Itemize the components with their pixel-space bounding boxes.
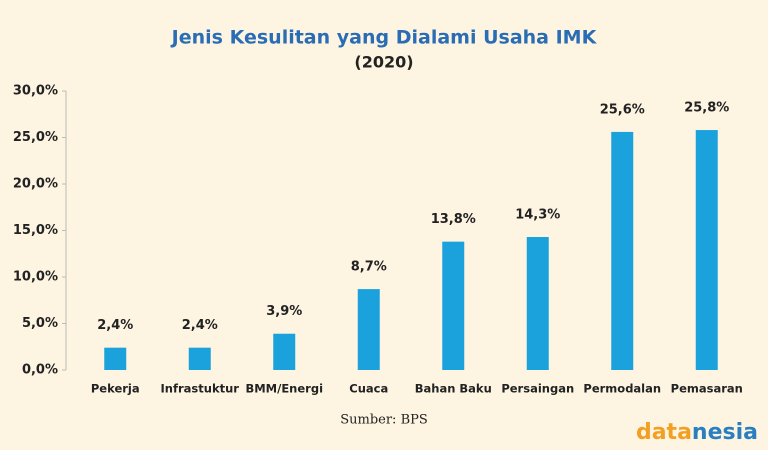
bar <box>526 237 549 370</box>
chart-title: Jenis Kesulitan yang Dialami Usaha IMK <box>170 27 598 49</box>
bar <box>188 347 211 370</box>
value-label: 2,4% <box>97 318 133 333</box>
y-tick-label: 15,0% <box>13 223 58 238</box>
x-tick-label: Pekerja <box>91 382 140 396</box>
value-label: 25,6% <box>600 102 645 117</box>
value-label: 13,8% <box>431 212 476 227</box>
bar <box>273 333 296 370</box>
value-label: 25,8% <box>684 101 729 116</box>
x-tick-label: BMM/Energi <box>245 382 323 396</box>
logo: datanesia <box>636 420 758 445</box>
y-tick-label: 20,0% <box>13 177 58 192</box>
bar <box>695 130 718 370</box>
source: Sumber: BPS <box>340 413 428 428</box>
x-tick-label: Permodalan <box>583 382 661 396</box>
value-label: 2,4% <box>182 318 218 333</box>
y-tick-label: 25,0% <box>13 130 58 145</box>
value-label: 14,3% <box>515 208 560 223</box>
y-tick-label: 30,0% <box>13 84 58 99</box>
y-tick-label: 0,0% <box>22 363 58 378</box>
x-tick-label: Infrastuktur <box>161 382 240 396</box>
x-tick-label: Cuaca <box>349 382 388 396</box>
bar <box>357 289 380 370</box>
x-tick-label: Bahan Baku <box>415 382 492 396</box>
logo-part: nesia <box>692 420 758 445</box>
chart-subtitle: (2020) <box>354 53 413 72</box>
bar <box>104 347 127 370</box>
logo-part: data <box>636 420 692 445</box>
value-label: 8,7% <box>351 260 387 275</box>
x-tick-label: Persaingan <box>501 382 574 396</box>
x-tick-label: Pemasaran <box>671 382 743 396</box>
y-tick-label: 5,0% <box>22 316 58 331</box>
bar <box>442 241 465 370</box>
value-label: 3,9% <box>266 304 302 319</box>
y-tick-label: 10,0% <box>13 270 58 285</box>
bar <box>611 131 634 370</box>
